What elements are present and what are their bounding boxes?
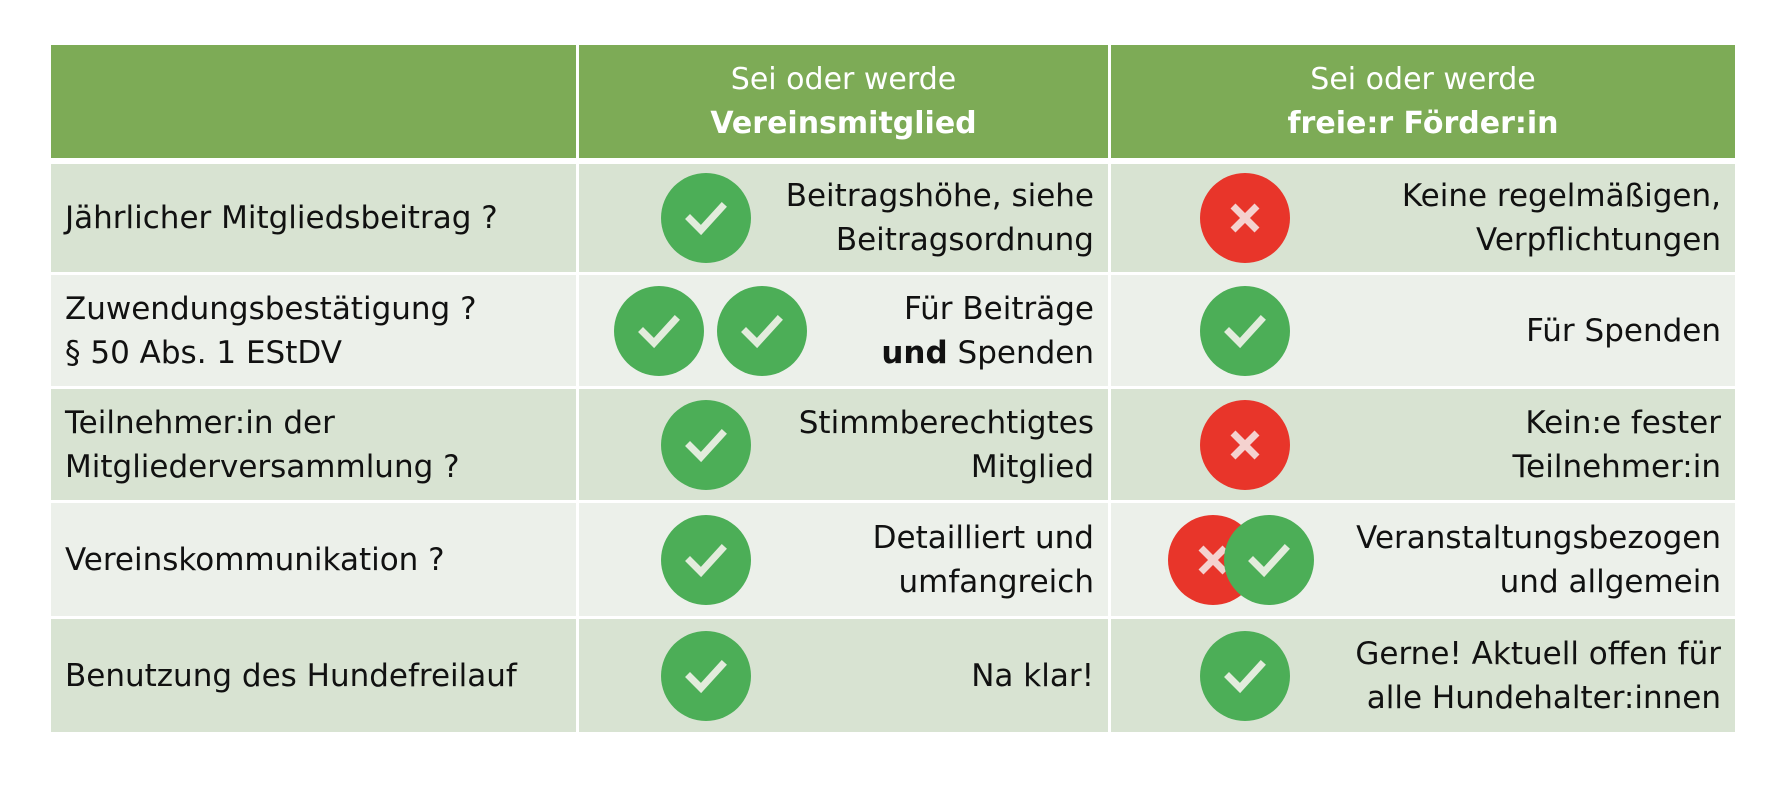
- header-supporter-line1: Sei oder werde: [1310, 61, 1536, 97]
- description-line: und Spenden: [881, 331, 1094, 375]
- check-icon: [717, 285, 807, 376]
- description-line: Stimmberechtigtes: [798, 404, 1094, 441]
- description-line: Mitglied: [970, 448, 1094, 485]
- check-icon: [661, 399, 751, 490]
- member-cell: Detailliert und umfangreich: [576, 500, 1108, 616]
- check-icon: [661, 630, 751, 721]
- description-line: Veranstaltungsbezogen: [1356, 519, 1721, 556]
- description-line: Teilnehmer:in: [1512, 448, 1721, 485]
- header-supporter-column: Sei oder werde freie:r Förder:in: [1108, 45, 1735, 158]
- row-label-line: § 50 Abs. 1 EStDV: [65, 334, 342, 371]
- member-cell: Für Beiträge und Spenden: [576, 272, 1108, 386]
- member-cell: Na klar!: [576, 616, 1108, 732]
- row-label: Vereinskommunikation ?: [51, 500, 576, 616]
- description-line: Verpflichtungen: [1476, 222, 1721, 258]
- check-icon: [1200, 285, 1290, 376]
- description-line: alle Hundehalter:innen: [1366, 679, 1721, 716]
- emphasis-text: und: [881, 334, 948, 371]
- description-line: Beitragsordnung: [835, 222, 1094, 258]
- row-label-line: Zuwendungsbestätigung ?: [65, 290, 477, 327]
- description-line: umfangreich: [898, 563, 1094, 600]
- member-description: Detailliert und umfangreich: [873, 503, 1094, 616]
- row-label: Zuwendungsbestätigung ? § 50 Abs. 1 EStD…: [51, 272, 576, 386]
- supporter-description: Gerne! Aktuell offen für alle Hundehalte…: [1355, 619, 1721, 732]
- supporter-cell: Keine regelmäßigen, Verpflichtungen: [1108, 158, 1735, 272]
- comparison-table: Sei oder werde Vereinsmitglied Sei oder …: [51, 45, 1735, 732]
- check-icon: [614, 285, 704, 376]
- row-label-line: Teilnehmer:in der: [65, 404, 335, 441]
- member-description: Für Beiträge und Spenden: [881, 275, 1094, 386]
- description-text: Spenden: [947, 334, 1094, 371]
- row-label-line: Jährlicher Mitgliedsbeitrag ?: [65, 200, 498, 236]
- member-description: Na klar!: [971, 619, 1094, 732]
- cross-icon: [1200, 173, 1290, 263]
- supporter-description: Kein:e fester Teilnehmer:in: [1512, 389, 1721, 500]
- description-line: und allgemein: [1499, 563, 1721, 600]
- row-label-line: Mitgliederversammlung ?: [65, 448, 460, 485]
- supporter-cell: Kein:e fester Teilnehmer:in: [1108, 386, 1735, 500]
- member-cell: Stimmberechtigtes Mitglied: [576, 386, 1108, 500]
- row-label-line: Benutzung des Hundefreilauf: [65, 657, 517, 694]
- header-supporter-title: freie:r Förder:in: [1287, 105, 1559, 141]
- row-label: Jährlicher Mitgliedsbeitrag ?: [51, 158, 576, 272]
- header-empty-cell: [51, 45, 576, 158]
- header-member-line1: Sei oder werde: [730, 61, 957, 97]
- description-line: Keine regelmäßigen,: [1401, 178, 1721, 214]
- description-line: Na klar!: [971, 657, 1094, 694]
- supporter-cell: Für Spenden: [1108, 272, 1735, 386]
- description-line: Detailliert und: [872, 519, 1094, 556]
- description-line: Kein:e fester: [1525, 404, 1721, 441]
- row-label-line: Vereinskommunikation ?: [65, 541, 445, 578]
- header-member-column: Sei oder werde Vereinsmitglied: [576, 45, 1108, 158]
- description-line: Beitragshöhe, siehe: [785, 178, 1094, 214]
- check-icon: [661, 173, 751, 263]
- supporter-cell: Gerne! Aktuell offen für alle Hundehalte…: [1108, 616, 1735, 732]
- description-line: Gerne! Aktuell offen für: [1355, 635, 1721, 672]
- row-label: Benutzung des Hundefreilauf: [51, 616, 576, 732]
- member-description: Stimmberechtigtes Mitglied: [799, 389, 1094, 500]
- description-line: Für Spenden: [1526, 312, 1721, 349]
- supporter-description: Keine regelmäßigen, Verpflichtungen: [1402, 164, 1721, 272]
- member-description: Beitragshöhe, siehe Beitragsordnung: [786, 164, 1094, 272]
- supporter-cell: Veranstaltungsbezogen und allgemein: [1108, 500, 1735, 616]
- check-icon: [661, 514, 751, 605]
- header-member-title: Vereinsmitglied: [710, 105, 977, 141]
- cross-icon: [1200, 399, 1290, 490]
- description-line: Für Beiträge: [904, 290, 1094, 327]
- check-icon: [1224, 514, 1314, 605]
- supporter-description: Für Spenden: [1526, 275, 1721, 386]
- row-label: Teilnehmer:in der Mitgliederversammlung …: [51, 386, 576, 500]
- supporter-description: Veranstaltungsbezogen und allgemein: [1356, 503, 1721, 616]
- member-cell: Beitragshöhe, siehe Beitragsordnung: [576, 158, 1108, 272]
- check-icon: [1200, 630, 1290, 721]
